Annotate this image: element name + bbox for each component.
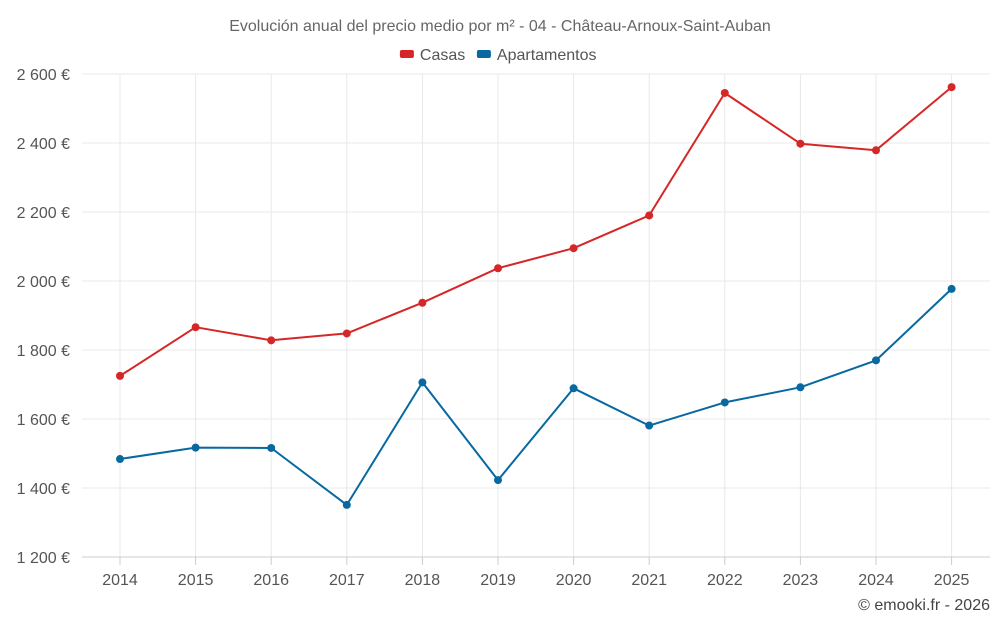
y-tick-label: 2 000 € xyxy=(17,274,70,291)
x-tick-label: 2017 xyxy=(329,572,365,589)
data-point-casas[interactable] xyxy=(645,211,654,220)
data-point-casas[interactable] xyxy=(872,146,880,155)
data-point-apartamentos[interactable] xyxy=(342,500,351,509)
x-tick-label: 2021 xyxy=(631,572,667,589)
credit-text: © emooki.fr - 2026 xyxy=(858,597,990,614)
x-tick-label: 2023 xyxy=(783,572,819,589)
data-point-apartamentos[interactable] xyxy=(267,443,276,452)
x-tick-label: 2015 xyxy=(178,572,214,589)
series-line-apartamentos xyxy=(119,288,953,506)
x-tick-label: 2025 xyxy=(934,572,970,589)
data-point-casas[interactable] xyxy=(569,244,578,253)
grid xyxy=(82,73,990,558)
data-point-apartamentos[interactable] xyxy=(418,378,427,387)
x-tick-label: 2018 xyxy=(405,572,441,589)
data-point-casas[interactable] xyxy=(947,83,956,92)
x-tick-label: 2019 xyxy=(480,572,516,589)
data-point-casas[interactable] xyxy=(191,323,200,332)
y-tick-label: 2 200 € xyxy=(17,205,70,222)
y-tick-label: 1 400 € xyxy=(17,481,70,498)
y-tick-label: 2 600 € xyxy=(17,67,70,84)
legend-swatch-apartamentos xyxy=(476,50,491,58)
data-point-apartamentos[interactable] xyxy=(947,284,956,293)
data-point-casas[interactable] xyxy=(796,139,805,148)
y-axis: 1 200 € 1 400 € 1 600 € 1 800 € 2 000 € 2 200… xyxy=(17,67,70,567)
data-point-casas[interactable] xyxy=(116,371,124,380)
y-tick-label: 1 800 € xyxy=(17,343,70,360)
y-tick-label: 2 400 € xyxy=(17,136,70,153)
legend-label-casas[interactable]: Casas xyxy=(420,47,465,64)
data-point-apartamentos[interactable] xyxy=(569,384,578,393)
series-group xyxy=(116,83,956,509)
data-point-casas[interactable] xyxy=(720,88,729,97)
data-point-casas[interactable] xyxy=(342,329,351,338)
x-tick-label: 2024 xyxy=(858,572,894,589)
data-point-apartamentos[interactable] xyxy=(116,455,124,464)
x-tick-label: 2014 xyxy=(102,572,138,589)
data-point-casas[interactable] xyxy=(267,336,276,345)
data-point-casas[interactable] xyxy=(494,264,502,273)
legend-swatch-casas xyxy=(399,50,414,58)
x-tick-label: 2022 xyxy=(707,572,743,589)
legend: Casas Apartamentos xyxy=(399,47,597,64)
data-point-apartamentos[interactable] xyxy=(796,383,805,392)
series-line-casas xyxy=(119,86,953,377)
y-tick-label: 1 200 € xyxy=(17,550,70,567)
data-point-apartamentos[interactable] xyxy=(645,421,654,430)
y-tick-label: 1 600 € xyxy=(17,412,70,429)
legend-label-apartamentos[interactable]: Apartamentos xyxy=(497,47,597,64)
x-axis: 2014 2015 2016 2017 2018 2019 2020 2021 2022 2023… xyxy=(82,556,990,589)
data-point-apartamentos[interactable] xyxy=(872,356,880,365)
x-tick-label: 2016 xyxy=(253,572,289,589)
data-point-casas[interactable] xyxy=(418,298,427,307)
data-point-apartamentos[interactable] xyxy=(720,398,729,407)
data-point-apartamentos[interactable] xyxy=(191,443,200,452)
data-point-apartamentos[interactable] xyxy=(494,476,502,485)
chart-title: Evolución anual del precio medio por m² … xyxy=(229,18,771,35)
x-tick-label: 2020 xyxy=(556,572,592,589)
